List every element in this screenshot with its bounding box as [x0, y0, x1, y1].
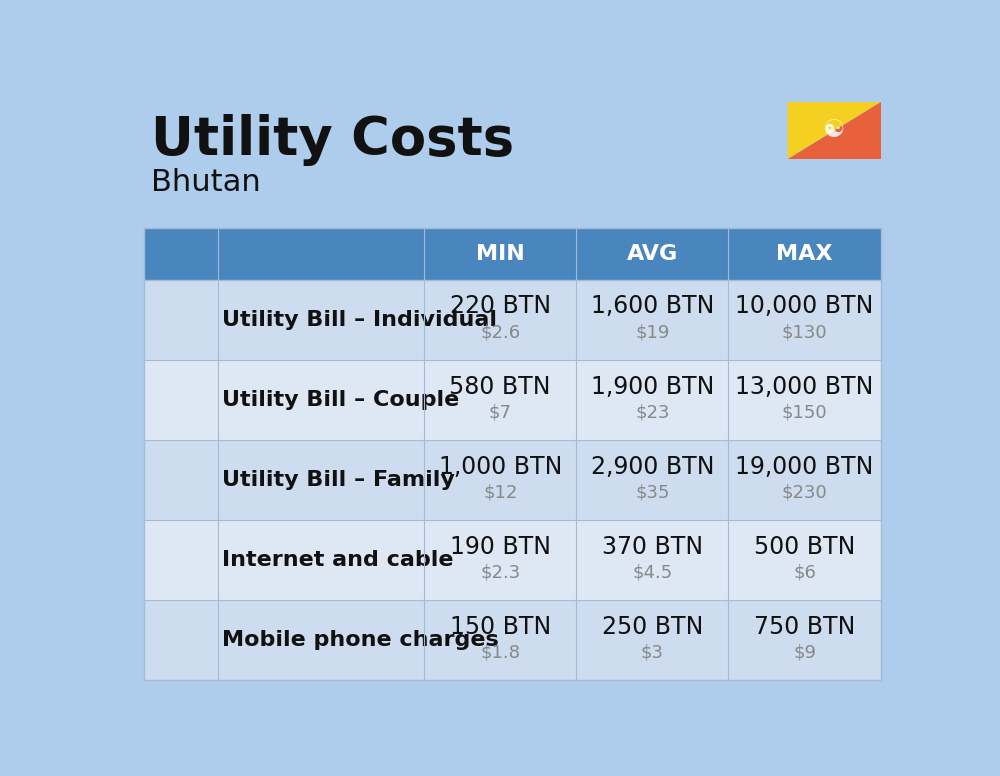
Text: $230: $230 [782, 484, 827, 502]
FancyBboxPatch shape [144, 279, 881, 359]
Text: MIN: MIN [476, 244, 525, 264]
Text: 13,000 BTN: 13,000 BTN [735, 375, 874, 399]
Text: 250 BTN: 250 BTN [602, 615, 703, 639]
FancyBboxPatch shape [144, 600, 881, 680]
Text: Utility Bill – Couple: Utility Bill – Couple [222, 390, 459, 410]
Text: $23: $23 [635, 404, 670, 422]
Text: AVG: AVG [627, 244, 678, 264]
Text: MAX: MAX [776, 244, 833, 264]
Text: 370 BTN: 370 BTN [602, 535, 703, 559]
Text: 220 BTN: 220 BTN [450, 294, 551, 318]
Text: Utility Bill – Family: Utility Bill – Family [222, 469, 455, 490]
Polygon shape [788, 102, 881, 159]
Text: $3: $3 [641, 644, 664, 662]
Text: 1,600 BTN: 1,600 BTN [591, 294, 714, 318]
Text: Utility Bill – Individual: Utility Bill – Individual [222, 310, 497, 330]
Text: $150: $150 [782, 404, 827, 422]
Text: ☯: ☯ [823, 119, 845, 143]
Polygon shape [788, 102, 881, 159]
Text: 19,000 BTN: 19,000 BTN [735, 455, 874, 479]
Text: Utility Costs: Utility Costs [151, 114, 514, 166]
Text: $6: $6 [793, 564, 816, 582]
Text: $4.5: $4.5 [632, 564, 673, 582]
Text: Mobile phone charges: Mobile phone charges [222, 630, 499, 650]
FancyBboxPatch shape [144, 440, 881, 520]
Text: $9: $9 [793, 644, 816, 662]
Text: $130: $130 [782, 324, 827, 341]
Text: $2.3: $2.3 [480, 564, 520, 582]
Text: 500 BTN: 500 BTN [754, 535, 855, 559]
FancyBboxPatch shape [144, 359, 881, 440]
Text: $35: $35 [635, 484, 670, 502]
Text: $7: $7 [489, 404, 512, 422]
Text: 10,000 BTN: 10,000 BTN [735, 294, 874, 318]
Text: 150 BTN: 150 BTN [450, 615, 551, 639]
Text: 1,000 BTN: 1,000 BTN [439, 455, 562, 479]
Text: 580 BTN: 580 BTN [449, 375, 551, 399]
Text: 190 BTN: 190 BTN [450, 535, 551, 559]
Text: Bhutan: Bhutan [151, 168, 260, 197]
FancyBboxPatch shape [144, 227, 881, 279]
Text: $12: $12 [483, 484, 517, 502]
Text: $2.6: $2.6 [480, 324, 520, 341]
FancyBboxPatch shape [144, 520, 881, 600]
Text: $19: $19 [635, 324, 670, 341]
Text: 750 BTN: 750 BTN [754, 615, 855, 639]
Text: 1,900 BTN: 1,900 BTN [591, 375, 714, 399]
Text: $1.8: $1.8 [480, 644, 520, 662]
Text: 2,900 BTN: 2,900 BTN [591, 455, 714, 479]
Text: Internet and cable: Internet and cable [222, 549, 453, 570]
